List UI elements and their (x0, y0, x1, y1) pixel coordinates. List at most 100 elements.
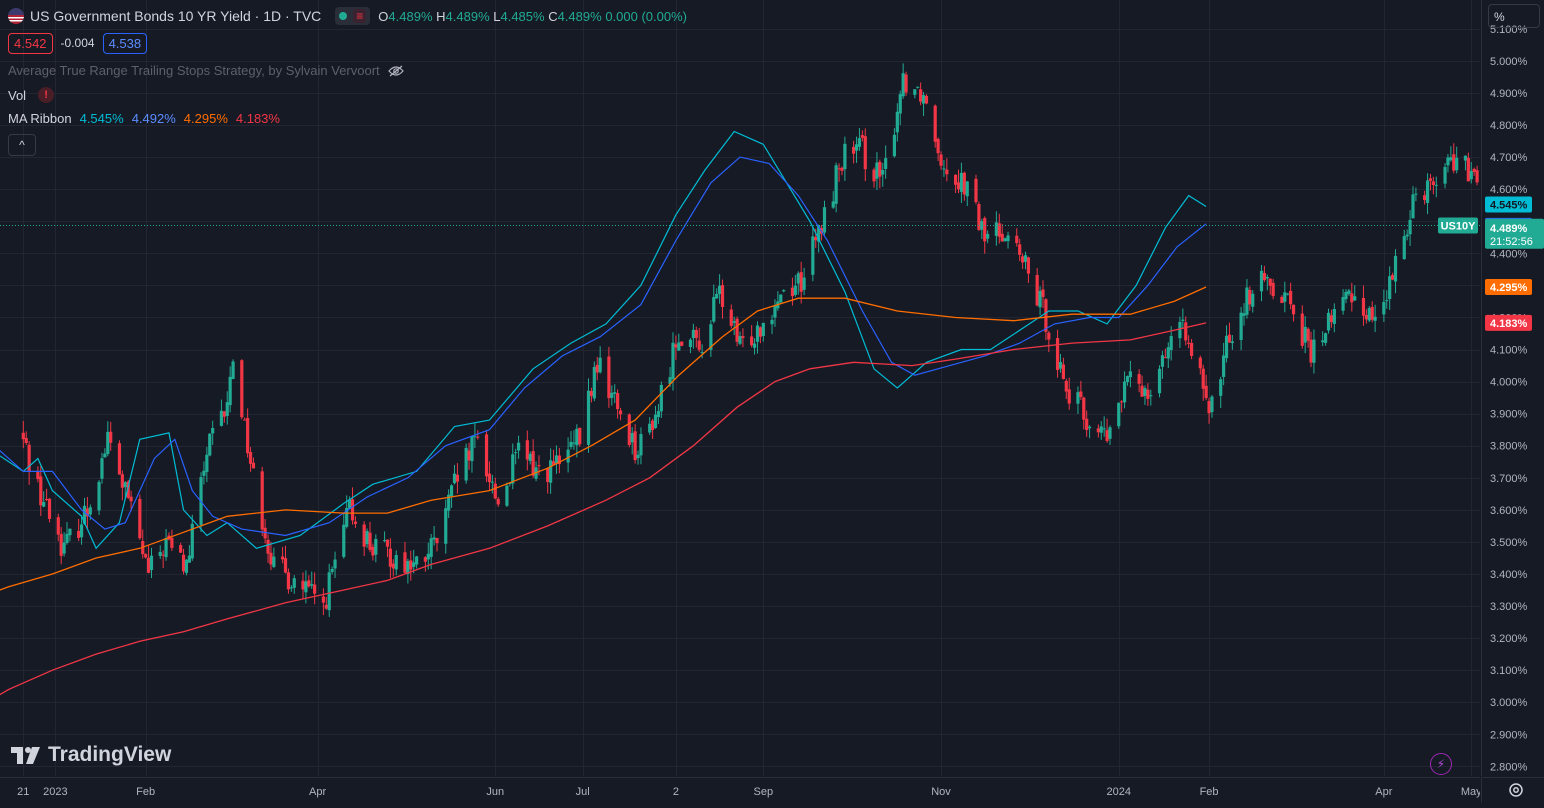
candle-body (388, 548, 392, 567)
chart-area[interactable]: US10Y (0, 0, 1494, 776)
candle-body (1058, 362, 1063, 369)
price-chart[interactable]: US10Y (0, 0, 1494, 776)
ma-ribbon-legend[interactable]: MA Ribbon 4.545% 4.492% 4.295% 4.183% (8, 111, 280, 126)
candle (1120, 400, 1124, 413)
grid-lines (0, 0, 1480, 776)
market-status-buttons[interactable]: ≡ (335, 7, 371, 25)
candle-body (330, 568, 334, 572)
candle (1385, 290, 1389, 309)
strategy-title[interactable]: Average True Range Trailing Stops Strate… (8, 63, 380, 78)
time-axis[interactable]: 21 2023 Feb Apr Jun Jul 2 Sep Nov 2024 Feb Apr May (0, 777, 1482, 803)
eye-hidden-icon[interactable] (387, 65, 404, 77)
buy-price-button[interactable]: 4.538 (102, 32, 148, 54)
candle (1425, 173, 1430, 215)
candle-body (799, 272, 803, 292)
candle-body (1239, 312, 1243, 341)
candle-body (514, 452, 518, 454)
candle (738, 331, 742, 346)
candle (1224, 325, 1229, 363)
tradingview-logo[interactable]: TradingView (10, 743, 171, 767)
candle-body (755, 325, 760, 342)
candle (146, 545, 151, 574)
candle-body (898, 94, 902, 114)
candle (1312, 329, 1316, 374)
candle-body (1306, 328, 1310, 341)
volume-legend[interactable]: Vol ! (8, 87, 55, 103)
candle-body (1367, 308, 1371, 321)
candle (1367, 306, 1371, 323)
candle (225, 391, 229, 425)
candle-body (1088, 426, 1092, 429)
candle (892, 128, 897, 158)
time-tick-label: 21 (17, 786, 29, 798)
candle (205, 446, 209, 483)
candle (578, 427, 582, 447)
candle (435, 537, 439, 552)
candle-body (919, 89, 923, 102)
warning-icon[interactable]: ! (38, 87, 55, 103)
candle (167, 532, 171, 541)
equals-icon[interactable]: ≡ (353, 9, 367, 23)
candle-body (616, 393, 620, 410)
strategy-legend[interactable]: Average True Range Trailing Stops Strate… (8, 63, 404, 78)
candle (452, 464, 457, 485)
candle-body (493, 483, 497, 499)
candle-body (409, 560, 413, 570)
candle (718, 274, 722, 304)
gear-icon[interactable] (1507, 781, 1525, 799)
candle (1239, 306, 1243, 351)
candle-body (1067, 389, 1071, 404)
candle-body (566, 449, 570, 463)
candle (371, 543, 375, 561)
time-tick-label: Apr (309, 786, 326, 798)
candle-body (598, 357, 602, 373)
candle (82, 497, 87, 525)
ma-ribbon-label[interactable]: MA Ribbon (8, 111, 72, 126)
candle-body (1455, 157, 1459, 171)
candle-body (321, 596, 325, 603)
candle (1020, 253, 1025, 269)
market-open-icon[interactable] (339, 12, 348, 20)
candle-body (1428, 178, 1433, 181)
candle (997, 213, 1001, 244)
candle-body (613, 392, 617, 394)
sell-price-button[interactable]: 4.542 (8, 32, 53, 54)
collapse-legend-button[interactable]: ^ (8, 134, 36, 156)
volume-label[interactable]: Vol (8, 87, 27, 103)
lightning-icon[interactable]: ⚡ (1430, 753, 1452, 775)
candle (158, 545, 162, 559)
candle (1469, 162, 1473, 184)
candle (79, 515, 84, 545)
candle-body (790, 287, 795, 297)
candle (546, 467, 550, 494)
candle-body (1055, 338, 1060, 370)
candle (473, 423, 477, 449)
price-axis-labels: 2.800% 2.900% 3.000% 3.100% 3.200% 3.300% 3.40… (1485, 24, 1544, 773)
ohlc-values: O4.489% H4.489% L4.485% C4.489% 0.000 (0… (378, 8, 687, 24)
candle-body (158, 551, 162, 556)
candle (1332, 303, 1336, 333)
us-flag-icon (8, 8, 24, 24)
price-axis[interactable]: 2.800% 2.900% 3.000% 3.100% 3.200% 3.300% 3.40… (1481, 0, 1544, 776)
candle-body (648, 423, 652, 433)
candle-body (56, 517, 60, 535)
candle-body (1393, 255, 1398, 282)
candle (1044, 298, 1048, 341)
candle (1452, 143, 1456, 174)
candle (1061, 357, 1065, 380)
candle (965, 181, 969, 207)
candle-body (738, 336, 742, 344)
candle-body (1291, 304, 1296, 315)
candle-body (953, 174, 958, 185)
candle (919, 82, 923, 106)
candle (962, 171, 966, 201)
candle (840, 166, 844, 176)
candle-body (82, 505, 87, 524)
candle-body (426, 553, 430, 560)
candle (924, 94, 929, 105)
symbol-title[interactable]: US Government Bonds 10 YR Yield · 1D · T… (30, 8, 322, 24)
candle-body (313, 584, 317, 594)
price-tick-label: 3.600% (1490, 505, 1528, 517)
unit-selector[interactable]: % (1488, 4, 1540, 28)
candle-body (1475, 170, 1479, 183)
